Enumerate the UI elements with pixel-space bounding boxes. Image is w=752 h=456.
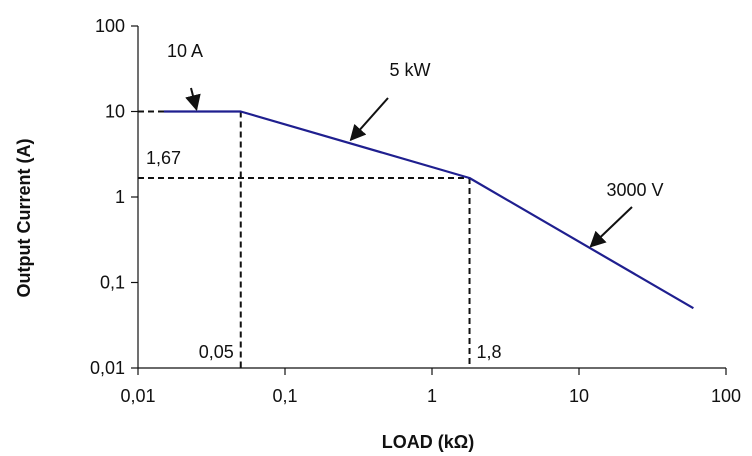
annotation-label: 5 kW [389, 60, 430, 80]
ref-x-label: 0,05 [199, 342, 234, 362]
y-tick-label: 0,01 [90, 358, 125, 378]
x-tick-label: 100 [711, 386, 741, 406]
annotation-arrow [349, 97, 389, 142]
data-series [163, 110, 694, 310]
x-tick-label: 0,01 [120, 386, 155, 406]
x-tick-label: 0,1 [272, 386, 297, 406]
y-tick-label: 100 [95, 16, 125, 36]
x-tick-label: 10 [569, 386, 589, 406]
annotations: 10 A 5 kW 3000 V [167, 41, 664, 248]
annotation-arrow [589, 206, 633, 248]
y-tick-label: 10 [105, 102, 125, 122]
x-axis-title: LOAD (kΩ) [382, 432, 474, 452]
y-axis-title: Output Current (A) [14, 139, 34, 298]
annotation-label: 3000 V [606, 180, 663, 200]
ref-x-label: 1,8 [477, 342, 502, 362]
y-tick-label: 0,1 [100, 273, 125, 293]
x-tick-label: 1 [427, 386, 437, 406]
y-tick-label: 1 [115, 187, 125, 207]
axes: 0,01 0,1 1 10 100 0,01 0,1 1 10 100 [90, 16, 741, 406]
annotation-arrow [185, 87, 201, 112]
reference-lines: 0,05 1,8 1,67 [138, 110, 502, 368]
ref-y-label: 1,67 [146, 148, 181, 168]
series-line [163, 110, 694, 310]
annotation-label: 10 A [167, 41, 203, 61]
